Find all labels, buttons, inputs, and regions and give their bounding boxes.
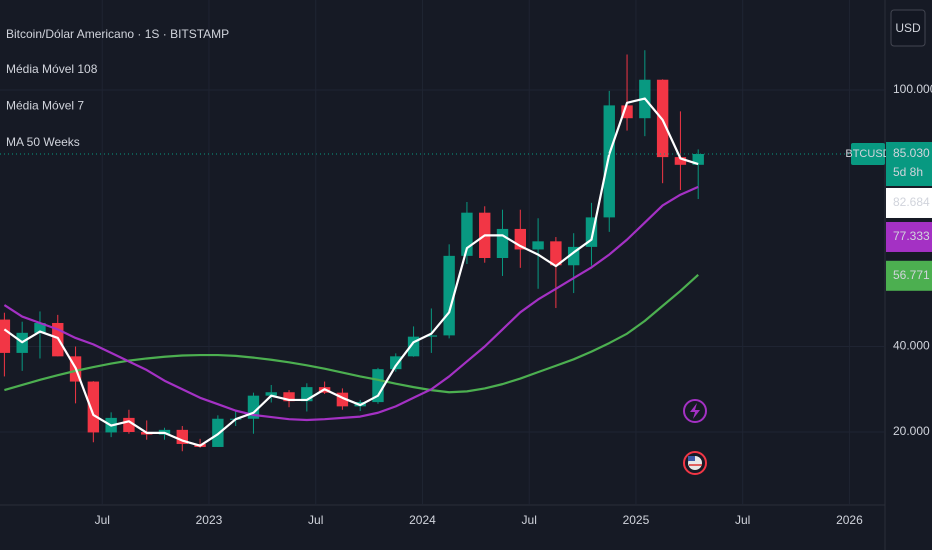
plot [0,50,885,452]
candle-body [496,228,509,259]
candle-body [390,356,402,370]
y-tick-label: 20.000 [893,424,930,438]
candle-body [372,369,384,403]
x-tick-label: Jul [308,513,323,527]
x-tick-label: Jul [95,513,110,527]
candle-body [443,255,455,336]
price-tag [886,141,932,186]
x-tick-label: Jul [522,513,537,527]
candle-body [123,417,135,433]
symbol-tag [851,142,885,165]
x-tick-label: 2023 [196,513,223,527]
x-tick-label: 2025 [623,513,650,527]
candle-body [514,228,526,250]
candle-body [87,381,100,433]
candle-body [0,319,11,353]
ma-line [3,185,699,422]
x-tick-label: 2024 [409,513,436,527]
price-label: 85.030 [893,146,930,160]
candle-body [301,387,313,402]
candle-body [247,395,260,419]
candle-body [532,241,544,250]
currency-label[interactable]: USD [895,21,921,35]
x-tick-label: Jul [735,513,750,527]
candle-body [461,212,473,256]
candle-body [176,429,188,444]
currency-button[interactable] [890,9,926,47]
candle-body [603,105,615,218]
candle-body [550,241,562,266]
candle-body [34,322,46,333]
ma-tag-label: 77.333 [893,229,930,243]
candle-body [567,246,580,266]
candle-body [265,392,277,396]
candle-body [621,105,633,119]
ma-tag [886,187,932,218]
ma-tag-label: 56.771 [893,268,930,282]
overlay: Bitcoin/Dólar Americano · 1S · BITSTAMP … [6,9,926,475]
y-tick-label: 40.000 [893,339,930,353]
candle-body [336,392,349,407]
lightning-icon [690,403,700,419]
y-tick-label: 100.000 [893,82,932,96]
countdown-label: 5d 8h [893,165,923,179]
candle-body [425,335,438,337]
symbol-label: BTCUSD [845,148,890,160]
flag-icon [688,456,695,461]
legend-entry: MA 50 Weeks [6,135,80,149]
ma-line [3,97,699,447]
chart-title: Bitcoin/Dólar Americano · 1S · BITSTAMP [6,27,229,41]
legend-entry: Média Móvel 108 [6,62,98,76]
candle-body [283,392,295,402]
legend-entry: Média Móvel 7 [6,99,84,113]
candle-body [674,157,687,165]
candle-body [407,336,420,357]
ma-tag [886,260,932,291]
ma-line [4,273,699,394]
price-axis: 20.000 40.000 100.000 Jul 2023 Jul 2024 Jul 2025… [95,82,932,527]
candle-body [692,153,704,165]
ma-tag [886,221,932,252]
x-tick-label: 2026 [836,513,863,527]
candle-body [585,217,598,247]
ma-tag-label: 82.684 [893,195,930,209]
